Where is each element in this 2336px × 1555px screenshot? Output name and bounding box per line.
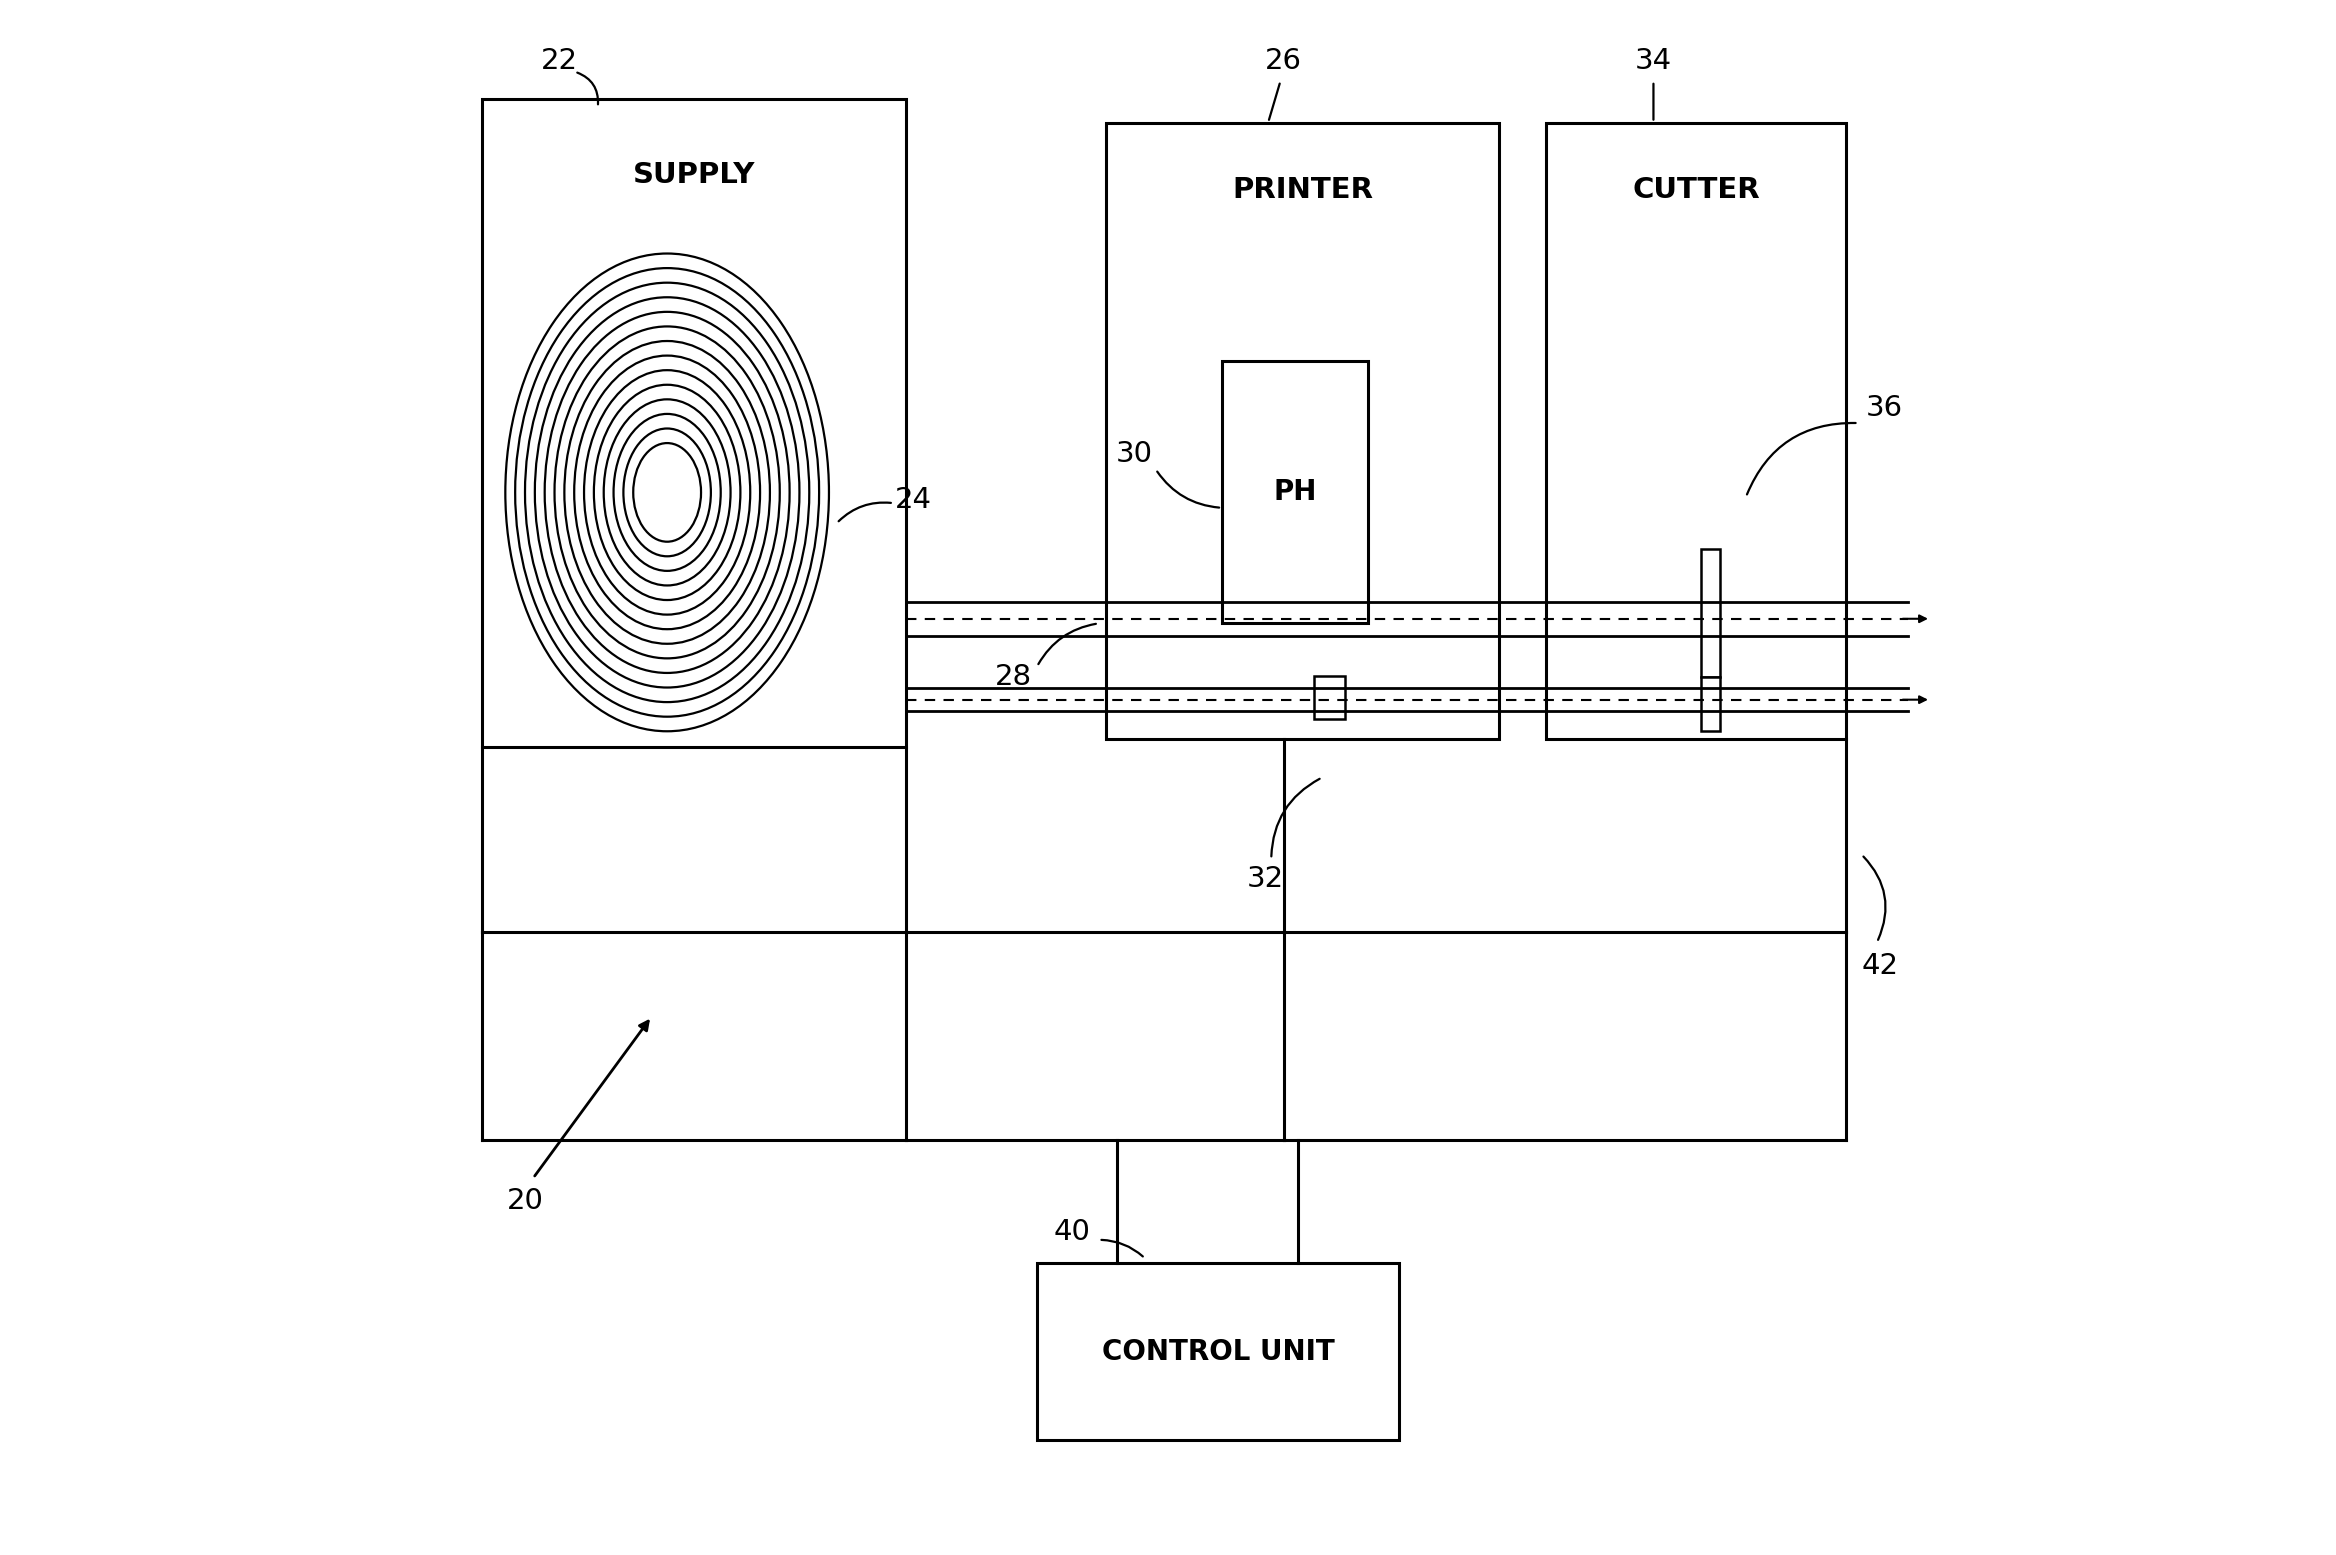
Bar xyxy=(1701,549,1719,678)
Text: 28: 28 xyxy=(995,664,1033,692)
Text: PH: PH xyxy=(1273,479,1318,507)
Bar xyxy=(1546,123,1845,739)
Text: SUPPLY: SUPPLY xyxy=(633,162,755,190)
Text: 34: 34 xyxy=(1635,47,1673,75)
Text: 24: 24 xyxy=(895,487,932,515)
Text: 32: 32 xyxy=(1247,865,1285,893)
Text: 40: 40 xyxy=(1054,1218,1091,1246)
Text: 30: 30 xyxy=(1117,440,1152,468)
Bar xyxy=(481,100,906,746)
Text: 20: 20 xyxy=(507,1188,544,1216)
Text: 42: 42 xyxy=(1862,952,1899,980)
Text: PRINTER: PRINTER xyxy=(1233,176,1374,204)
Bar xyxy=(1315,676,1346,718)
Text: 22: 22 xyxy=(540,47,577,75)
Bar xyxy=(1037,1263,1399,1440)
Text: 26: 26 xyxy=(1266,47,1301,75)
Bar xyxy=(1222,361,1369,624)
Text: 36: 36 xyxy=(1866,393,1904,421)
Text: CUTTER: CUTTER xyxy=(1633,176,1759,204)
Bar xyxy=(1701,678,1719,731)
Text: CONTROL UNIT: CONTROL UNIT xyxy=(1103,1337,1334,1365)
Bar xyxy=(1107,123,1500,739)
